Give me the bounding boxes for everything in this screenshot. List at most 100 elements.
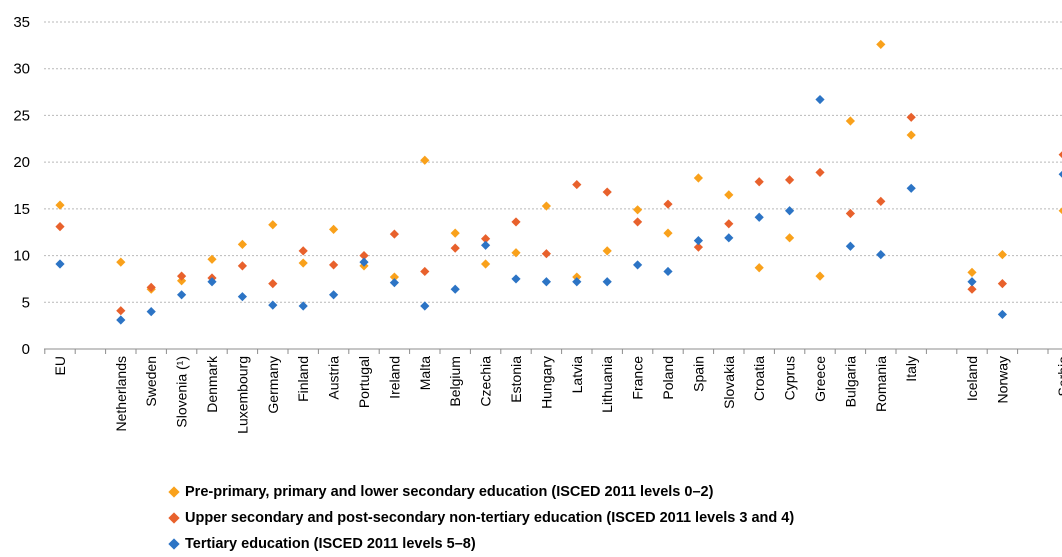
legend: Pre-primary, primary and lower secondary… bbox=[168, 479, 794, 557]
x-tick-label: Slovakia bbox=[721, 356, 737, 409]
x-tick-label: Belgium bbox=[447, 356, 463, 407]
data-point-series-3 bbox=[633, 260, 643, 270]
scatter-chart: 0 5 10 15 20 25 30 35 EU Netherlands Sweden Sloven… bbox=[13, 14, 1062, 434]
data-point-series-1 bbox=[1058, 207, 1062, 215]
y-tick-label: 20 bbox=[13, 154, 30, 171]
legend-item-series-3: Tertiary education (ISCED 2011 levels 5–… bbox=[168, 531, 794, 557]
data-point-series-3 bbox=[146, 307, 156, 317]
data-point-series-3 bbox=[1058, 170, 1062, 178]
y-axis-ticks: 0 5 10 15 20 25 30 35 bbox=[13, 14, 30, 358]
data-point-series-1 bbox=[420, 155, 430, 165]
data-point-series-1 bbox=[116, 257, 126, 267]
data-point-series-3 bbox=[389, 278, 399, 288]
x-tick-label: Germany bbox=[265, 356, 281, 414]
data-point-series-3 bbox=[724, 233, 734, 243]
x-tick-label: France bbox=[630, 356, 646, 400]
y-tick-label: 35 bbox=[13, 14, 30, 31]
data-point-series-3 bbox=[511, 274, 521, 284]
data-point-series-1 bbox=[693, 173, 703, 183]
y-tick-label: 25 bbox=[13, 107, 30, 124]
data-point-series-2 bbox=[146, 282, 156, 292]
x-tick-label: Iceland bbox=[964, 356, 980, 401]
x-tick-label: Sweden bbox=[143, 356, 159, 407]
x-tick-label: EU bbox=[52, 356, 68, 375]
data-point-series-1 bbox=[785, 233, 795, 243]
data-point-series-3 bbox=[541, 277, 551, 287]
data-point-series-1 bbox=[572, 272, 582, 282]
x-tick-label: Czechia bbox=[478, 356, 494, 407]
data-point-series-1 bbox=[329, 224, 339, 235]
x-tick-label: Italy bbox=[903, 356, 919, 382]
data-point-series-2 bbox=[663, 199, 673, 209]
data-point-series-3 bbox=[450, 284, 460, 294]
data-point-series-2 bbox=[541, 249, 551, 259]
data-point-series-1 bbox=[845, 116, 855, 126]
data-point-series-2 bbox=[177, 271, 187, 281]
data-point-series-1 bbox=[633, 205, 643, 215]
data-point-series-2 bbox=[389, 229, 399, 239]
x-tick-label: Serbia bbox=[1055, 356, 1062, 397]
data-point-series-2 bbox=[997, 279, 1007, 289]
x-tick-label: Slovenia (¹) bbox=[174, 356, 190, 428]
legend-item-series-1: Pre-primary, primary and lower secondary… bbox=[168, 479, 794, 505]
data-point-series-1 bbox=[906, 130, 916, 140]
data-point-series-1 bbox=[815, 271, 825, 281]
x-tick-label: Spain bbox=[690, 356, 706, 392]
data-point-series-2 bbox=[450, 243, 460, 253]
data-point-series-3 bbox=[420, 301, 430, 311]
x-tick-label: Estonia bbox=[508, 356, 524, 403]
data-point-series-1 bbox=[237, 239, 247, 249]
data-point-series-3 bbox=[572, 277, 582, 287]
x-tick-label: Romania bbox=[873, 356, 889, 412]
data-point-series-2 bbox=[329, 260, 339, 270]
data-point-series-3 bbox=[359, 257, 369, 267]
data-point-series-3 bbox=[602, 277, 612, 287]
x-tick-label: Malta bbox=[417, 356, 433, 390]
data-point-series-3 bbox=[845, 241, 855, 251]
data-point-series-3 bbox=[785, 206, 795, 216]
x-tick-label: Cyprus bbox=[782, 356, 798, 400]
data-point-series-2 bbox=[815, 167, 825, 178]
data-points bbox=[55, 39, 1062, 325]
data-point-series-3 bbox=[906, 183, 916, 193]
x-tick-label: Latvia bbox=[569, 356, 585, 394]
data-point-series-1 bbox=[298, 258, 308, 268]
x-tick-label: Poland bbox=[660, 356, 676, 400]
data-point-series-1 bbox=[997, 250, 1007, 260]
data-point-series-2 bbox=[116, 306, 126, 316]
data-point-series-3 bbox=[177, 290, 187, 300]
data-point-series-2 bbox=[602, 187, 612, 197]
x-tick-label: Bulgaria bbox=[842, 356, 858, 408]
data-point-series-3 bbox=[754, 212, 764, 222]
data-point-series-2 bbox=[633, 217, 643, 227]
data-point-series-2 bbox=[55, 222, 65, 232]
data-point-series-3 bbox=[876, 250, 886, 260]
data-point-series-3 bbox=[481, 240, 491, 250]
legend-item-series-2: Upper secondary and post-secondary non-t… bbox=[168, 505, 794, 531]
x-tick-label: Ireland bbox=[386, 356, 402, 399]
data-point-series-2 bbox=[785, 175, 795, 185]
data-point-series-3 bbox=[815, 94, 825, 105]
x-tick-label: Luxembourg bbox=[234, 356, 250, 434]
data-point-series-3 bbox=[693, 236, 703, 246]
data-point-series-3 bbox=[997, 309, 1007, 320]
data-point-series-1 bbox=[268, 220, 278, 230]
x-tick-label: Norway bbox=[994, 356, 1010, 403]
x-tick-label: Greece bbox=[812, 356, 828, 402]
data-point-series-3 bbox=[967, 277, 977, 287]
y-tick-label: 10 bbox=[13, 248, 30, 265]
data-point-series-2 bbox=[481, 234, 491, 244]
data-point-series-2 bbox=[298, 246, 308, 256]
data-point-series-2 bbox=[724, 219, 734, 229]
y-tick-label: 30 bbox=[13, 61, 30, 78]
data-point-series-1 bbox=[541, 201, 551, 211]
data-point-series-1 bbox=[724, 190, 734, 200]
data-point-series-3 bbox=[116, 315, 126, 325]
legend-label-series-1: Pre-primary, primary and lower secondary… bbox=[185, 484, 714, 500]
x-axis-tick-marks bbox=[44, 349, 1049, 354]
data-point-series-1 bbox=[876, 39, 886, 50]
legend-label-series-2: Upper secondary and post-secondary non-t… bbox=[185, 510, 795, 526]
x-tick-label: Hungary bbox=[538, 356, 554, 409]
data-point-series-2 bbox=[511, 217, 521, 227]
data-point-series-1 bbox=[450, 228, 460, 238]
